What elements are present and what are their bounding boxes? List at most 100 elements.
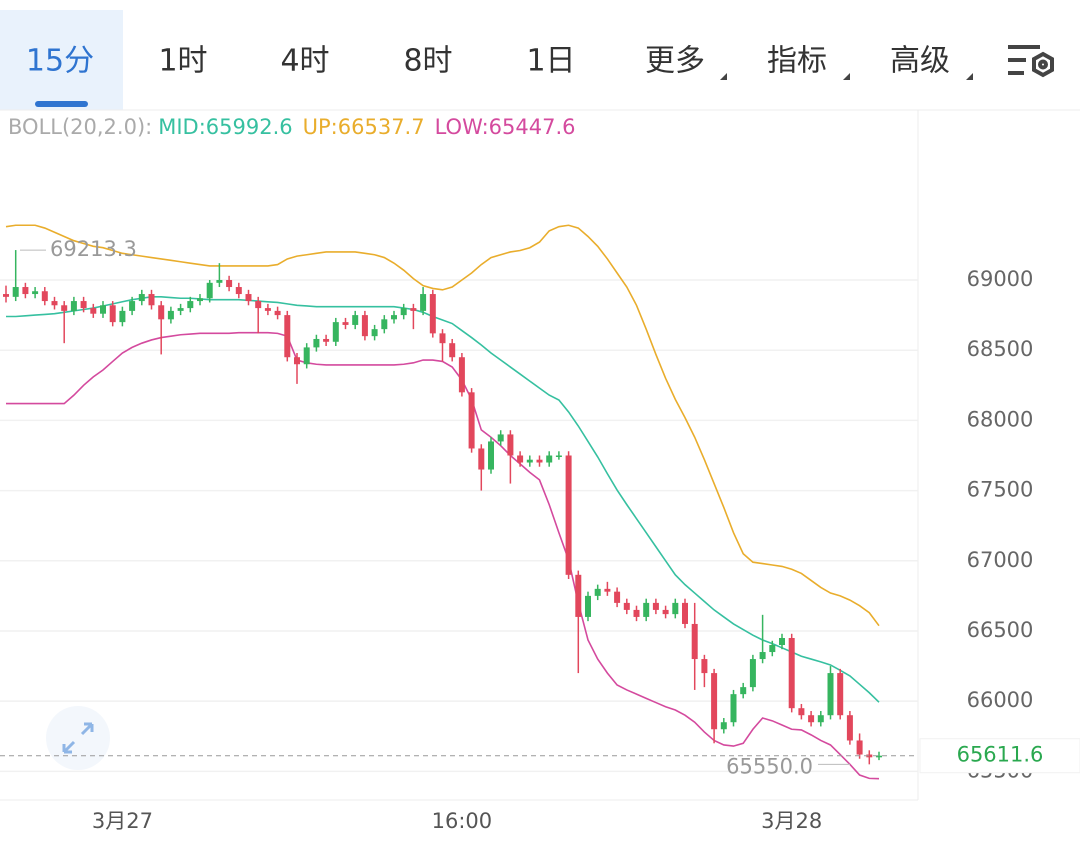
candle-body bbox=[51, 301, 58, 306]
candle-body bbox=[497, 434, 504, 442]
expand-icon[interactable] bbox=[46, 706, 110, 770]
candle-body bbox=[798, 708, 805, 716]
tab[interactable]: 4时 bbox=[280, 44, 329, 79]
y-tick-label: 69000 bbox=[967, 267, 1034, 291]
boll-line bbox=[6, 331, 880, 780]
candle-body bbox=[449, 343, 456, 358]
tab[interactable]: 1时 bbox=[158, 44, 207, 79]
candle-body bbox=[604, 588, 611, 592]
tab-selected-bg bbox=[0, 10, 123, 110]
last-price-label: 65611.6 bbox=[957, 743, 1044, 767]
candle-body bbox=[759, 652, 766, 660]
candle-body bbox=[749, 659, 756, 688]
candle-body bbox=[720, 722, 727, 730]
candle-body bbox=[420, 294, 427, 311]
candle-body bbox=[691, 623, 698, 660]
candle-body bbox=[138, 294, 145, 302]
candle-body bbox=[817, 715, 824, 723]
candle-body bbox=[255, 301, 262, 309]
candle-body bbox=[216, 280, 223, 283]
legend-entry: LOW:65447.6 bbox=[435, 115, 576, 139]
candle-body bbox=[3, 294, 9, 297]
candle-body bbox=[371, 329, 378, 337]
candle-body bbox=[730, 694, 737, 723]
settings-icon[interactable] bbox=[1008, 45, 1054, 78]
candle-body bbox=[332, 322, 339, 342]
candle-body bbox=[565, 455, 572, 575]
legend-title: BOLL(20,2.0): bbox=[8, 115, 152, 139]
dropdown-arrow bbox=[720, 73, 727, 80]
candle-body bbox=[478, 448, 485, 470]
candle-body bbox=[61, 305, 68, 311]
candle-body bbox=[594, 588, 601, 596]
tab[interactable]: 指标 bbox=[767, 44, 827, 79]
candle-body bbox=[468, 392, 475, 449]
candle-body bbox=[167, 310, 174, 320]
candle-body bbox=[352, 315, 359, 325]
last-price-box bbox=[919, 738, 1080, 774]
candle-body bbox=[682, 602, 688, 624]
y-tick-label: 67000 bbox=[967, 548, 1034, 572]
candle-body bbox=[439, 333, 446, 344]
tab[interactable]: 1日 bbox=[526, 44, 575, 79]
candle-body bbox=[623, 602, 630, 610]
candle-body bbox=[12, 287, 19, 297]
candle-body bbox=[22, 287, 29, 295]
candle-body bbox=[633, 609, 640, 617]
boll-line bbox=[5, 224, 880, 627]
candle-body bbox=[866, 754, 873, 758]
candle-body bbox=[235, 287, 242, 295]
candle-body bbox=[206, 282, 213, 299]
candle-body bbox=[226, 280, 233, 288]
y-tick-label: 66000 bbox=[967, 688, 1034, 712]
candle-body bbox=[41, 291, 48, 302]
y-tick-label: 66500 bbox=[967, 618, 1034, 642]
candle-body bbox=[643, 602, 650, 617]
candle-body bbox=[70, 301, 77, 311]
candle-body bbox=[197, 298, 203, 302]
candle-body bbox=[177, 308, 184, 311]
candle-body bbox=[555, 455, 562, 457]
candle-body bbox=[769, 645, 776, 653]
candle-body bbox=[391, 315, 397, 320]
candle-body bbox=[313, 338, 320, 348]
dropdown-arrow bbox=[966, 73, 973, 80]
candle-body bbox=[119, 310, 126, 323]
legend-entry: UP:66537.7 bbox=[303, 115, 425, 139]
candle-body bbox=[323, 338, 330, 342]
tab-indicator bbox=[35, 101, 88, 107]
dropdown-arrow bbox=[843, 73, 850, 80]
candle-body bbox=[80, 301, 87, 309]
candle-body bbox=[876, 755, 882, 758]
candle-body bbox=[517, 455, 524, 463]
candle-body bbox=[158, 305, 165, 320]
candle-body bbox=[711, 673, 718, 730]
candle-body bbox=[32, 291, 39, 295]
candle-body bbox=[856, 740, 863, 755]
candle-body bbox=[652, 602, 659, 610]
candle-body bbox=[779, 637, 785, 646]
candle-body bbox=[274, 310, 281, 316]
tab[interactable]: 15分 bbox=[26, 44, 94, 79]
candle-body bbox=[400, 308, 407, 316]
legend-entry: MID:65992.6 bbox=[158, 115, 292, 139]
candle-body bbox=[410, 308, 417, 311]
tab[interactable]: 高级 bbox=[890, 44, 950, 79]
candle-body bbox=[526, 459, 533, 463]
candle-body bbox=[837, 673, 844, 716]
candle-body bbox=[303, 347, 310, 365]
candle-body bbox=[788, 637, 795, 709]
candle-body bbox=[294, 357, 300, 365]
candle-body bbox=[361, 315, 368, 337]
candle-body bbox=[381, 319, 388, 330]
candle-body bbox=[546, 455, 553, 463]
candle-body bbox=[148, 294, 155, 306]
candle-body bbox=[458, 357, 465, 393]
candle-body bbox=[109, 305, 116, 323]
tab[interactable]: 8时 bbox=[403, 44, 452, 79]
candle-body bbox=[100, 305, 106, 314]
candle-body bbox=[342, 322, 349, 325]
tab[interactable]: 更多 bbox=[645, 44, 705, 79]
candle-body bbox=[614, 591, 621, 603]
